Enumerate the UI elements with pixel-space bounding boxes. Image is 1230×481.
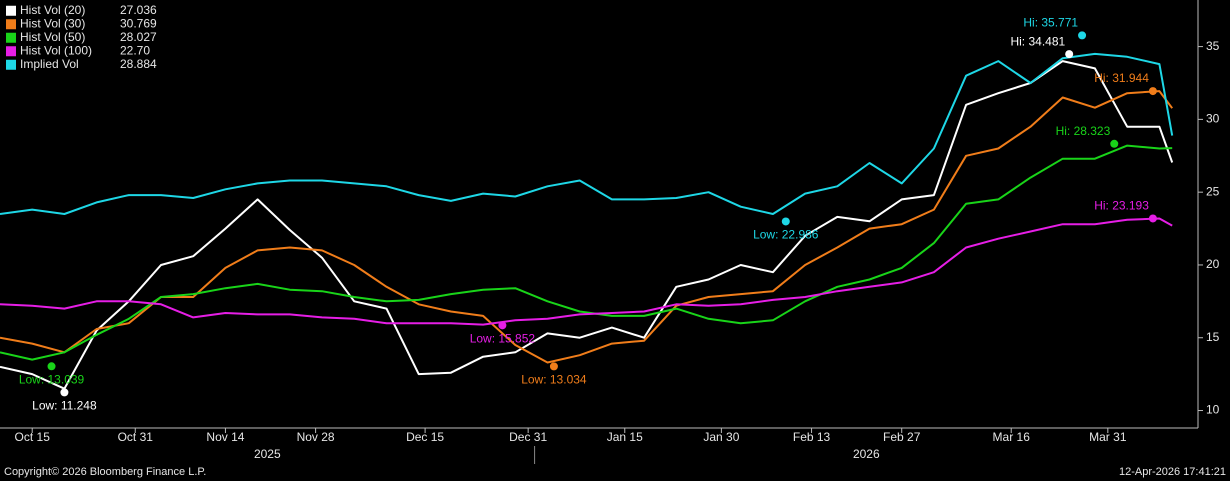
- annotation-label: Hi: 34.481: [1010, 34, 1065, 48]
- legend-label: Implied Vol: [20, 57, 79, 71]
- annotation-label: Hi: 31.944: [1094, 71, 1149, 85]
- legend-swatch: [6, 59, 16, 70]
- annotation-dot: [47, 362, 56, 371]
- x-tick-label: Jan 15: [607, 430, 643, 444]
- annotation-dot: [60, 388, 69, 397]
- y-tick-label: 20: [1206, 257, 1220, 271]
- x-tick-label: Jan 30: [703, 430, 739, 444]
- legend: Hist Vol (20) 27.036 Hist Vol (30) 30.769 Hi…: [2, 2, 168, 74]
- annotation-dot: [1065, 50, 1074, 59]
- legend-box: [2, 2, 168, 74]
- y-tick-label: 10: [1206, 403, 1220, 417]
- legend-swatch: [6, 5, 16, 16]
- legend-value: 28.027: [120, 30, 157, 44]
- annotation-dot: [1148, 214, 1157, 223]
- annotation-dot: [498, 321, 507, 330]
- annotation-label: Hi: 23.193: [1094, 199, 1149, 213]
- x-tick-label: Mar 16: [993, 430, 1031, 444]
- x-tick-label: Feb 27: [883, 430, 921, 444]
- series-line: [0, 217, 1173, 326]
- x-tick-label: Oct 31: [118, 430, 154, 444]
- x-tick-label: Dec 15: [406, 430, 444, 444]
- x-tick-label: Feb 13: [793, 430, 831, 444]
- series-line: [0, 52, 1174, 215]
- annotation-label: Low: 22.986: [753, 228, 819, 242]
- legend-swatch: [6, 19, 16, 30]
- annotation-dot: [1078, 31, 1087, 40]
- annotation-label: Low: 13.034: [521, 373, 587, 387]
- annotation-label: Low: 13.039: [19, 372, 85, 386]
- x-tick-label: Nov 14: [206, 430, 244, 444]
- annotation-dot: [549, 362, 558, 371]
- x-tick-label: Mar 31: [1089, 430, 1127, 444]
- legend-value: 28.884: [120, 57, 157, 71]
- legend-value: 22.70: [120, 43, 150, 57]
- legend-value: 27.036: [120, 3, 157, 17]
- y-tick-label: 15: [1206, 330, 1220, 344]
- legend-value: 30.769: [120, 16, 157, 30]
- year-label: 2026: [853, 447, 880, 461]
- y-tick-label: 35: [1206, 39, 1220, 53]
- annotation-label: Low: 11.248: [32, 399, 97, 413]
- annotation-label: Hi: 35.771: [1023, 16, 1078, 30]
- legend-label: Hist Vol (50): [20, 30, 85, 44]
- annotation-dot: [1148, 87, 1157, 96]
- x-tick-label: Nov 28: [297, 430, 335, 444]
- year-label: 2025: [254, 447, 281, 461]
- legend-label: Hist Vol (20): [20, 3, 85, 17]
- x-tick-label: Dec 31: [509, 430, 547, 444]
- annotation-dot: [781, 217, 790, 226]
- y-tick-label: 30: [1206, 112, 1220, 126]
- annotation-label: Low: 15.852: [470, 332, 536, 346]
- legend-label: Hist Vol (100): [20, 43, 92, 57]
- timestamp: 12-Apr-2026 17:41:21: [1119, 466, 1226, 478]
- legend-swatch: [6, 46, 16, 57]
- annotation-label: Hi: 28.323: [1056, 124, 1111, 138]
- y-tick-label: 25: [1206, 184, 1220, 198]
- copyright: Copyright© 2026 Bloomberg Finance L.P.: [4, 466, 206, 478]
- series-line: [0, 60, 1174, 390]
- legend-swatch: [6, 32, 16, 43]
- legend-label: Hist Vol (30): [20, 16, 85, 30]
- annotation-dot: [1110, 139, 1119, 148]
- x-tick-label: Oct 15: [15, 430, 51, 444]
